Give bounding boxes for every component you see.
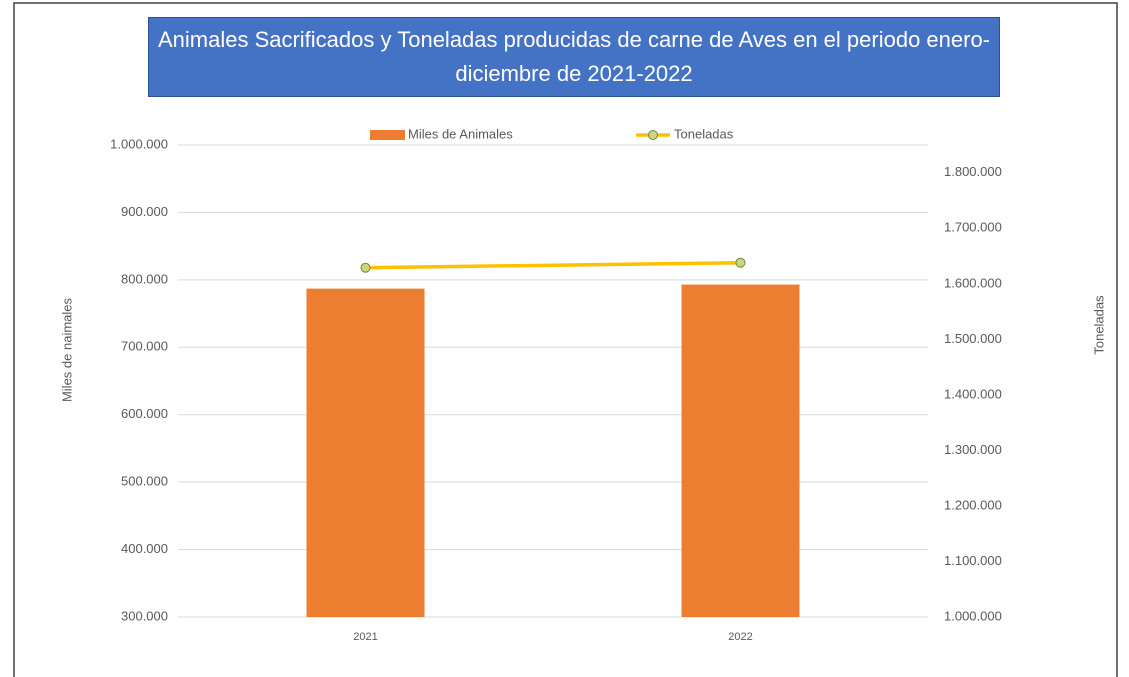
y2-tick-label: 1.000.000 (944, 608, 1002, 623)
y2-tick-label: 1.100.000 (944, 553, 1002, 568)
y2-tick-label: 1.700.000 (944, 220, 1002, 235)
x-tick-label: 2021 (353, 631, 377, 643)
chart-title: Animales Sacrificados y Toneladas produc… (148, 17, 1000, 97)
bar (306, 288, 425, 617)
y2-tick-label: 1.800.000 (944, 164, 1002, 179)
legend-label: Miles de Animales (408, 126, 513, 141)
line-marker (360, 262, 371, 273)
y2-tick-label: 1.600.000 (944, 275, 1002, 290)
x-tick-label: 2022 (728, 631, 752, 643)
y-tick-label: 600.000 (121, 406, 168, 421)
y-tick-label: 500.000 (121, 474, 168, 489)
legend-swatch (370, 130, 405, 140)
y2-tick-label: 1.300.000 (944, 442, 1002, 457)
chart-frame (13, 2, 1118, 677)
y-tick-label: 1.000.000 (110, 136, 168, 151)
y-axis-title: Miles de naimales (59, 297, 74, 402)
y-tick-label: 300.000 (121, 608, 168, 623)
line (365, 260, 741, 270)
y-tick-label: 800.000 (121, 271, 168, 286)
y-tick-label: 700.000 (121, 339, 168, 354)
bar (681, 284, 800, 617)
y-tick-label: 400.000 (121, 541, 168, 556)
y2-tick-label: 1.400.000 (944, 386, 1002, 401)
y2-axis-title: Toneladas (1091, 295, 1106, 355)
legend-label: Toneladas (674, 126, 734, 141)
y2-tick-label: 1.500.000 (944, 331, 1002, 346)
line-marker (735, 257, 746, 268)
y-tick-label: 900.000 (121, 204, 168, 219)
legend-marker (648, 130, 658, 140)
y2-tick-label: 1.200.000 (944, 497, 1002, 512)
